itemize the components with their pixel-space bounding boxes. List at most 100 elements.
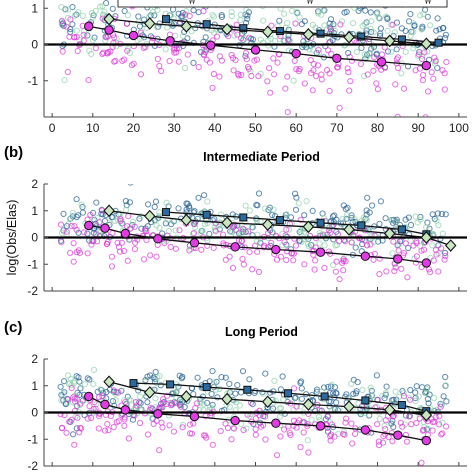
scatter-point [382,215,389,222]
circle-marker [393,254,403,264]
y-tick-label: -2 [27,459,38,473]
scatter-point [226,403,233,410]
circle-marker [206,40,216,50]
circle-marker [360,425,371,435]
scatter-point [142,227,149,234]
scatter-point [389,21,396,28]
scatter-point [209,441,216,448]
scatter-point [423,389,430,397]
scatter-point [390,238,397,245]
scatter-point [243,56,250,63]
panel-label: (b) [4,144,23,161]
scatter-point [74,414,81,421]
x-tick-label: 70 [330,121,344,135]
scatter-point [73,27,80,34]
scatter-point [330,390,337,397]
square-marker [162,208,171,217]
scatter-point [438,431,445,438]
scatter-point [421,49,428,56]
scatter-point [122,198,130,205]
scatter-point [270,206,277,213]
scatter-point [67,249,74,256]
scatter-point [400,233,407,240]
scatter-point [376,32,384,40]
scatter-point [375,438,382,445]
scatter-point [352,244,359,251]
scatter-point [124,47,131,54]
scatter-point [301,212,308,219]
scatter-point [249,36,256,43]
scatter-point [158,68,165,75]
scatter-point [88,241,95,248]
scatter-point [75,212,82,219]
scatter-point [412,389,419,396]
scatter-point [399,423,406,430]
circle-series-line [88,25,427,67]
scatter-point [351,216,358,223]
scatter-point [390,423,397,430]
scatter-point [190,420,197,427]
scatter-point [391,268,398,275]
diamond-marker [180,390,193,403]
scatter-point [68,385,75,392]
panel-label: (c) [4,319,22,336]
scatter-point [58,4,65,11]
scatter-point [246,207,253,214]
scatter-point [121,414,128,421]
square-marker [316,218,325,227]
scatter-point [415,393,422,400]
scatter-point [271,71,278,78]
scatter-point [373,372,380,379]
scatter-point [413,383,420,390]
scatter-point [348,239,355,246]
scatter-point [420,10,427,18]
y-tick-label: -1 [27,432,38,446]
scatter-point [247,410,254,417]
scatter-point [440,393,447,400]
scatter-point [406,413,413,420]
scatter-point [245,65,252,72]
y-tick-label: 0 [31,231,38,245]
scatter-point [71,441,78,448]
diamond-marker [144,209,156,223]
scatter-point [293,194,300,201]
scatter-point [204,219,211,226]
scatter-point [152,368,159,376]
scatter-point [342,238,349,245]
scatter-point [161,239,168,247]
scatter-point [429,242,436,249]
scatter-point [117,215,124,223]
scatter-point [376,255,383,262]
scatter-point [190,59,197,67]
scatter-point [427,22,434,29]
y-tick-label: 2 [31,352,38,366]
scatter-point [190,7,197,14]
scatter-point [321,22,328,29]
scatter-point [303,198,310,205]
scatter-point [64,399,71,406]
scatter-point [296,14,303,21]
scatter-point [271,377,278,384]
scatter-point [147,252,154,259]
scatter-point [238,71,245,79]
scatter-point [365,235,372,242]
scatter-point [59,390,67,397]
y-tick-label: 0 [31,406,38,420]
scatter-point [292,206,300,213]
scatter-point [211,224,218,231]
scatter-point [86,47,93,54]
scatter-point [364,194,371,201]
scatter-point [416,415,423,422]
scatter-point [79,12,87,19]
scatter-point [86,403,93,410]
scatter-point [244,15,251,22]
scatter-point [431,215,438,223]
scatter-point [63,23,70,30]
scatter-point [419,25,426,32]
x-tick-label: 10 [86,121,100,135]
scatter-point [363,242,371,249]
scatter-point [72,398,79,405]
scatter-point [443,59,450,66]
scatter-point [297,216,304,223]
scatter-point [183,8,190,15]
